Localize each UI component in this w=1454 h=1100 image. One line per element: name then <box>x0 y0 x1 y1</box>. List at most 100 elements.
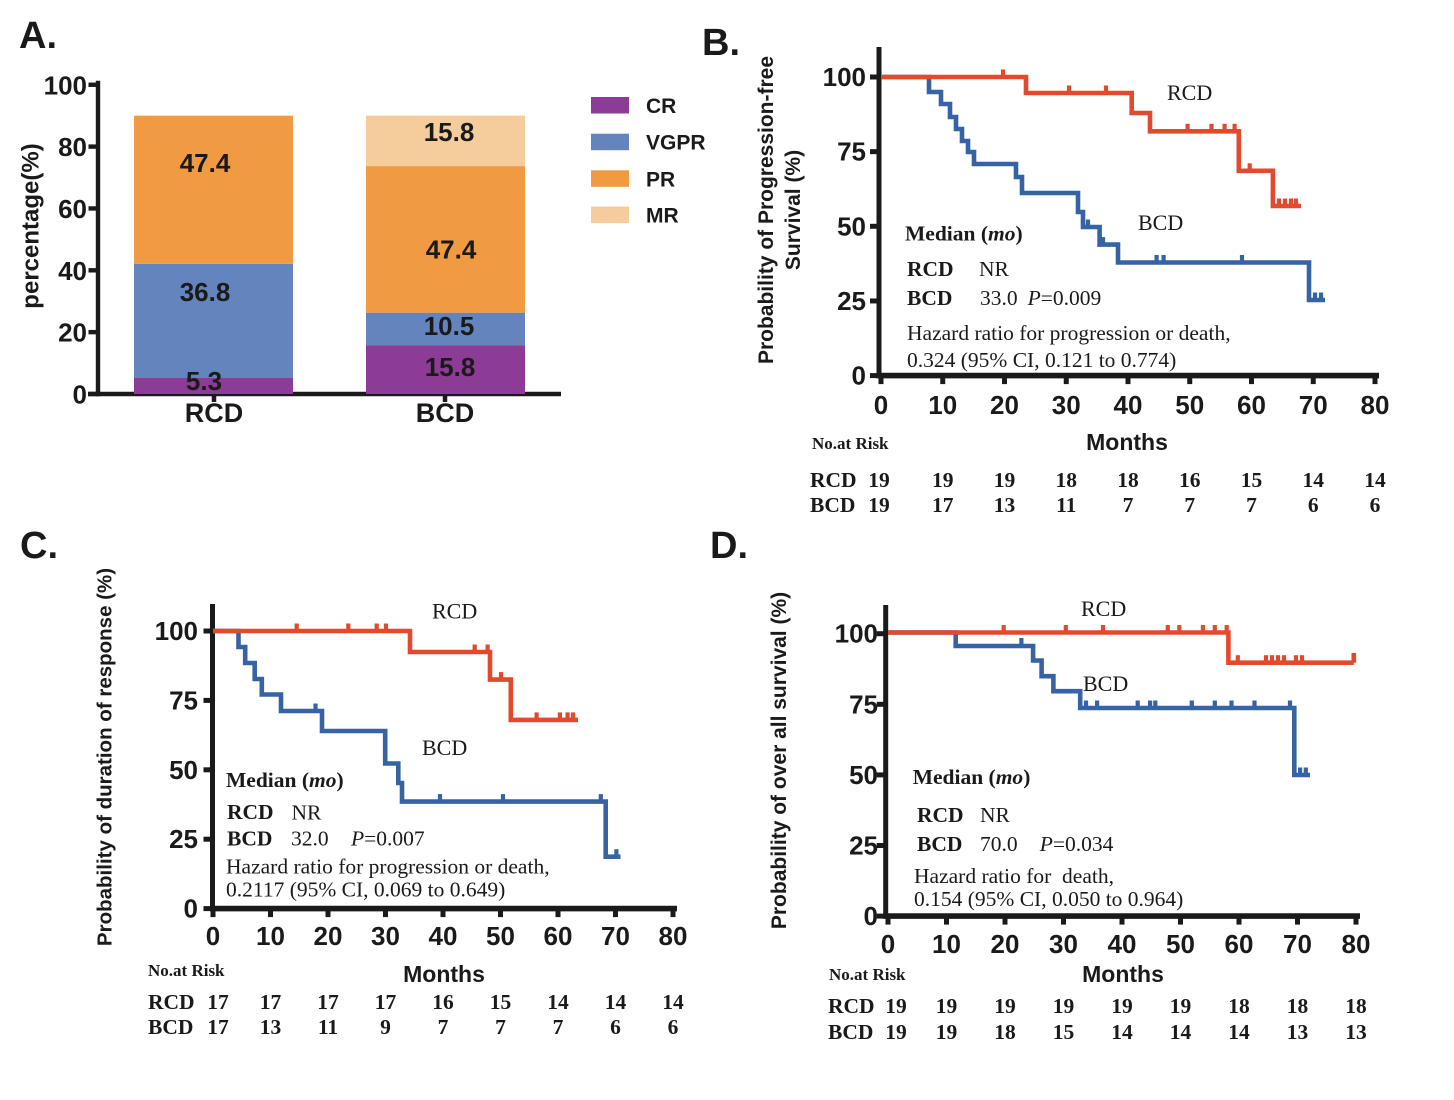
svg-text:19: 19 <box>936 1020 958 1044</box>
svg-text:19: 19 <box>868 468 890 492</box>
svg-text:50: 50 <box>1166 929 1195 959</box>
svg-text:C.: C. <box>20 525 58 567</box>
svg-text:18: 18 <box>1228 994 1250 1018</box>
svg-text:Median (mo): Median (mo) <box>913 765 1031 789</box>
svg-text:60: 60 <box>1225 929 1254 959</box>
svg-text:No.at Risk: No.at Risk <box>812 434 889 453</box>
svg-text:PR: PR <box>646 168 675 191</box>
svg-text:30: 30 <box>371 921 400 951</box>
svg-text:CR: CR <box>646 95 676 118</box>
svg-text:19: 19 <box>885 994 907 1018</box>
svg-text:19: 19 <box>994 994 1016 1018</box>
svg-text:32.0: 32.0 <box>291 827 329 851</box>
svg-text:Hazard ratio for progression o: Hazard ratio for progression or death, <box>907 321 1231 345</box>
svg-text:36.8: 36.8 <box>180 277 231 307</box>
svg-text:7: 7 <box>438 1015 449 1039</box>
svg-text:75: 75 <box>169 685 198 715</box>
svg-text:0.154 (95% CI, 0.050 to 0.964): 0.154 (95% CI, 0.050 to 0.964) <box>914 887 1183 911</box>
svg-text:10: 10 <box>928 390 957 420</box>
svg-text:13: 13 <box>1287 1020 1309 1044</box>
svg-text:RCD: RCD <box>185 398 244 428</box>
svg-text:14: 14 <box>1170 1020 1192 1044</box>
svg-text:18: 18 <box>1056 468 1078 492</box>
svg-text:50: 50 <box>1175 390 1204 420</box>
svg-text:BCD: BCD <box>148 1015 193 1039</box>
svg-text:14: 14 <box>605 990 627 1014</box>
svg-text:BCD: BCD <box>907 286 952 310</box>
svg-text:80: 80 <box>659 921 688 951</box>
svg-text:40: 40 <box>1114 390 1143 420</box>
svg-text:6: 6 <box>610 1015 621 1039</box>
svg-text:10.5: 10.5 <box>424 311 475 341</box>
svg-text:18: 18 <box>994 1020 1016 1044</box>
svg-text:19: 19 <box>994 468 1016 492</box>
svg-text:20: 20 <box>991 929 1020 959</box>
svg-text:BCD: BCD <box>917 832 962 856</box>
svg-text:17: 17 <box>317 990 339 1014</box>
svg-text:60: 60 <box>58 194 87 224</box>
svg-text:80: 80 <box>1342 929 1371 959</box>
svg-text:NR: NR <box>292 801 323 825</box>
svg-text:Hazard ratio for progression o: Hazard ratio for progression or death, <box>226 855 550 879</box>
svg-text:0.2117 (95% CI, 0.069 to 0.649: 0.2117 (95% CI, 0.069 to 0.649) <box>226 878 505 902</box>
svg-text:14: 14 <box>662 990 684 1014</box>
svg-text:40: 40 <box>1108 929 1137 959</box>
svg-text:16: 16 <box>432 990 454 1014</box>
svg-text:47.4: 47.4 <box>180 148 231 178</box>
svg-text:17: 17 <box>375 990 397 1014</box>
svg-text:No.at Risk: No.at Risk <box>829 965 906 984</box>
svg-text:RCD: RCD <box>432 599 477 624</box>
svg-text:Months: Months <box>403 961 485 987</box>
svg-text:70: 70 <box>1299 390 1328 420</box>
svg-text:18: 18 <box>1345 994 1367 1018</box>
svg-text:BCD: BCD <box>416 398 475 428</box>
svg-text:percentage(%): percentage(%) <box>18 143 45 308</box>
svg-text:BCD: BCD <box>810 493 855 517</box>
svg-text:7: 7 <box>553 1015 564 1039</box>
svg-text:30: 30 <box>1049 929 1078 959</box>
svg-text:7: 7 <box>1123 493 1134 517</box>
svg-text:10: 10 <box>932 929 961 959</box>
svg-text:70.0: 70.0 <box>980 832 1018 856</box>
svg-text:RCD: RCD <box>828 994 875 1018</box>
svg-text:20: 20 <box>314 921 343 951</box>
svg-text:70: 70 <box>1283 929 1312 959</box>
svg-text:RCD: RCD <box>227 800 274 824</box>
svg-text:0: 0 <box>864 901 878 931</box>
svg-text:BCD: BCD <box>1083 671 1128 696</box>
svg-text:D.: D. <box>710 525 748 567</box>
svg-text:RCD: RCD <box>917 803 964 827</box>
svg-text:16: 16 <box>1179 468 1201 492</box>
svg-text:80: 80 <box>58 132 87 162</box>
svg-text:14: 14 <box>1111 1020 1133 1044</box>
svg-text:No.at Risk: No.at Risk <box>148 961 225 980</box>
svg-text:0: 0 <box>184 894 198 924</box>
svg-text:BCD: BCD <box>422 735 467 760</box>
svg-text:Median (mo): Median (mo) <box>226 768 344 792</box>
svg-text:25: 25 <box>849 831 878 861</box>
svg-text:11: 11 <box>318 1015 338 1039</box>
svg-text:0: 0 <box>73 380 87 410</box>
svg-text:40: 40 <box>429 921 458 951</box>
svg-text:BCD: BCD <box>828 1020 873 1044</box>
svg-text:0.324 (95% CI, 0.121 to 0.774): 0.324 (95% CI, 0.121 to 0.774) <box>907 348 1176 372</box>
svg-text:20: 20 <box>990 390 1019 420</box>
svg-text:40: 40 <box>58 256 87 286</box>
svg-text:60: 60 <box>1237 390 1266 420</box>
svg-text:7: 7 <box>495 1015 506 1039</box>
svg-text:Hazard ratio for death,: Hazard ratio for death, <box>914 864 1114 888</box>
svg-text:P=0.009: P=0.009 <box>1027 286 1102 310</box>
svg-text:13: 13 <box>260 1015 282 1039</box>
svg-text:P=0.034: P=0.034 <box>1039 832 1114 856</box>
svg-text:0: 0 <box>881 929 895 959</box>
svg-text:10: 10 <box>256 921 285 951</box>
svg-text:15.8: 15.8 <box>424 117 475 147</box>
svg-text:Probability of duration of res: Probability of duration of response (%) <box>94 568 117 946</box>
svg-text:50: 50 <box>486 921 515 951</box>
svg-text:75: 75 <box>837 137 866 167</box>
svg-text:15: 15 <box>1241 468 1263 492</box>
svg-text:19: 19 <box>1053 994 1075 1018</box>
svg-text:Months: Months <box>1082 961 1164 987</box>
svg-text:B.: B. <box>702 22 740 64</box>
svg-text:Probability of Progression-fre: Probability of Progression-free <box>755 56 778 364</box>
